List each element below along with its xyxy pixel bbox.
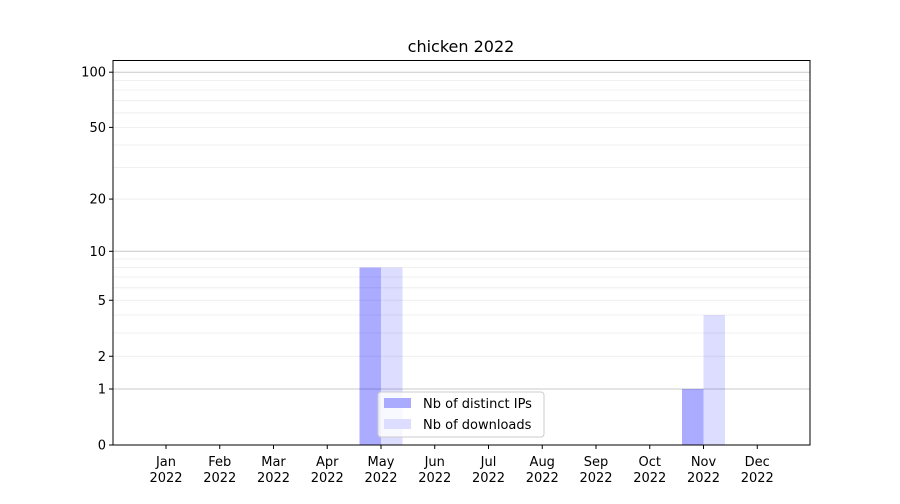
legend-swatch <box>384 419 411 429</box>
bar-downloads <box>703 314 725 445</box>
legend: Nb of distinct IPs Nb of downloads <box>377 391 545 438</box>
plot-frame <box>112 60 811 446</box>
y-tick-label: 10 <box>89 245 106 260</box>
legend-label: Nb of downloads <box>423 418 532 433</box>
x-tick-label: Jul 2022 <box>472 455 505 486</box>
x-tick-label: Sep 2022 <box>579 455 612 486</box>
chart-title: chicken 2022 <box>408 37 515 56</box>
bar-distinct-ips <box>682 389 704 445</box>
x-tick-label: Nov 2022 <box>687 455 720 486</box>
x-tick-label: Jun 2022 <box>418 455 451 486</box>
y-tick-label: 100 <box>81 66 106 81</box>
legend-swatch <box>384 398 411 408</box>
y-tick-label: 5 <box>98 294 106 309</box>
y-tick-label: 50 <box>89 121 106 136</box>
y-tick-label: 0 <box>98 439 106 454</box>
y-tick-label: 20 <box>89 193 106 208</box>
x-tick-label: Jan 2022 <box>149 455 182 486</box>
x-tick-label: May 2022 <box>364 455 397 486</box>
legend-label: Nb of distinct IPs <box>423 397 532 412</box>
x-tick-label: Feb 2022 <box>203 455 236 486</box>
y-tick-label: 1 <box>98 383 106 398</box>
bar-distinct-ips <box>359 267 381 445</box>
x-tick-label: Apr 2022 <box>311 455 344 486</box>
y-tick-label: 2 <box>98 350 106 365</box>
x-tick-label: Oct 2022 <box>633 455 666 486</box>
x-tick-label: Dec 2022 <box>741 455 774 486</box>
x-tick-label: Mar 2022 <box>257 455 290 486</box>
x-tick-label: Aug 2022 <box>526 455 559 486</box>
